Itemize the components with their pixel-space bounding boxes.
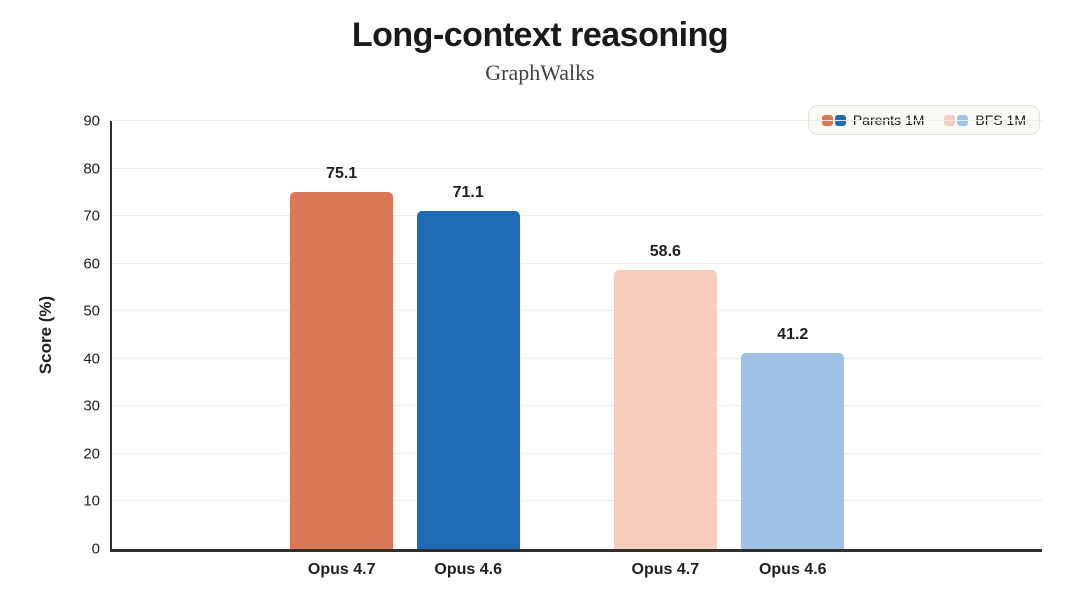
y-tick-label: 70: [83, 207, 100, 225]
chart-subtitle: GraphWalks: [485, 60, 595, 85]
y-tick-label: 10: [83, 492, 100, 510]
y-tick-label: 60: [83, 255, 100, 273]
gridline: [112, 167, 1042, 169]
x-tick-label: Opus 4.7: [307, 561, 376, 578]
bar-value-label: 75.1: [326, 164, 358, 182]
gridline: [112, 405, 1042, 407]
y-tick-label: 80: [83, 160, 100, 178]
gridline: [112, 215, 1042, 217]
gridline: [112, 357, 1042, 359]
y-tick-label: 0: [91, 540, 100, 558]
gridline: [112, 120, 1042, 121]
gridline: [112, 262, 1042, 264]
x-tick-label: Opus 4.7: [631, 561, 700, 578]
bar: [290, 191, 394, 549]
y-tick-label: 40: [83, 350, 100, 368]
gridline: [112, 452, 1042, 454]
y-tick-label: 50: [83, 302, 100, 320]
gridline: [112, 500, 1042, 502]
y-tick-label: 90: [83, 112, 100, 130]
bar-value-label: 71.1: [452, 183, 484, 201]
gridline: [112, 310, 1042, 312]
bar-value-label: 58.6: [649, 243, 681, 261]
bar: [416, 210, 520, 549]
x-tick-label: Opus 4.6: [758, 561, 827, 578]
chart-title: Long-context reasoning: [351, 16, 729, 54]
bar: [613, 270, 717, 549]
bar-value-label: 41.2: [777, 326, 809, 344]
y-axis-title: Score (%): [36, 295, 55, 375]
y-tick-label: 20: [83, 445, 100, 463]
bar: [741, 353, 845, 549]
plot-area: Parents 1M BFS 1M 0 10 20 30 40 50 60 70 80 90 75.1…: [83, 105, 1042, 578]
x-tick-label: Opus 4.6: [434, 561, 502, 578]
y-tick-label: 30: [83, 397, 100, 415]
